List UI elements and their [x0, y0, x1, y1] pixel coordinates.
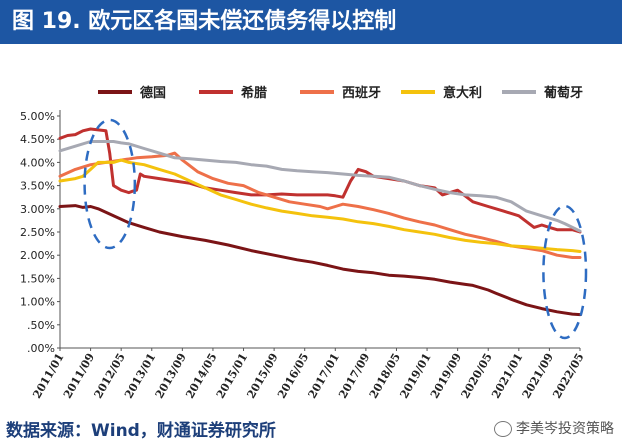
series-line-portugal	[58, 140, 582, 233]
data-source-note: 数据来源：Wind，财通证券研究所	[6, 421, 276, 441]
watermark: 李美岑投资策略	[494, 418, 614, 438]
legend-label: 西班牙	[342, 85, 381, 101]
series-line-italy	[58, 158, 582, 253]
y-tick-label: 4.00%	[20, 156, 55, 169]
highlight-ellipse	[83, 118, 137, 250]
y-tick-label: 1.00%	[20, 296, 55, 309]
series-line-spain	[58, 151, 582, 259]
y-tick-label: 3.00%	[20, 203, 55, 216]
y-tick-label: .50%	[27, 319, 55, 332]
y-tick-label: 5.00%	[20, 110, 55, 123]
highlight-ellipse	[542, 204, 588, 340]
y-tick-label: .00%	[27, 342, 55, 355]
series-line-germany	[58, 204, 582, 317]
footer: 数据来源：Wind，财通证券研究所 李美岑投资策略	[0, 410, 622, 446]
wechat-icon	[494, 421, 512, 437]
y-tick-label: 2.50%	[20, 226, 55, 239]
legend-label: 意大利	[443, 85, 482, 101]
y-tick-label: 3.50%	[20, 180, 55, 193]
y-tick-label: 1.50%	[20, 272, 55, 285]
y-tick-label: 4.50%	[20, 133, 55, 146]
x-tick-label: 2022/05	[550, 351, 586, 401]
chart-area: .00% .50% 1.00% 1.50% 2.00% 2.50% 3.00% 3.50% 4.…	[0, 44, 622, 410]
y-tick-label: 2.00%	[20, 249, 55, 262]
legend-label: 希腊	[241, 85, 267, 101]
line-chart: .00% .50% 1.00% 1.50% 2.00% 2.50% 3.00% 3.50% 4.…	[20, 85, 588, 401]
legend-label: 德国	[140, 85, 166, 101]
series-line-greece	[58, 127, 582, 234]
figure-title-banner: 图 19. 欧元区各国未偿还债务得以控制	[0, 0, 622, 44]
legend-label: 葡萄牙	[543, 85, 583, 101]
figure-title: 图 19. 欧元区各国未偿还债务得以控制	[12, 9, 397, 34]
watermark-text: 李美岑投资策略	[516, 421, 614, 437]
